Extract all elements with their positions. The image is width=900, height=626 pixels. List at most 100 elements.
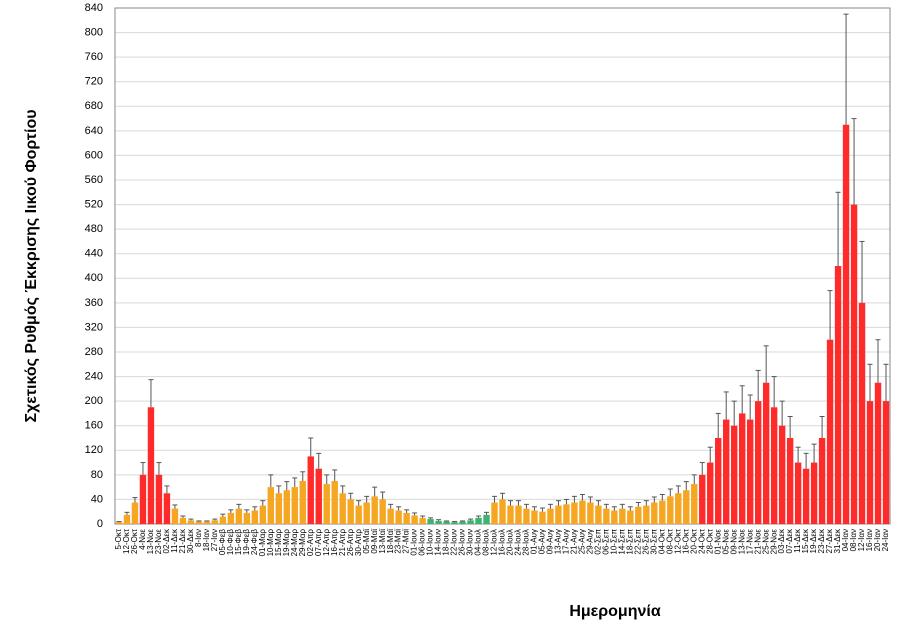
- bar: [858, 302, 866, 524]
- x-tick-label: 13-Νοε: [737, 529, 746, 555]
- x-tick-label: 26-Απρ: [346, 529, 355, 556]
- y-tick-label: 440: [85, 248, 103, 260]
- x-tick-label: 12-Οκτ: [122, 528, 131, 554]
- bar: [371, 496, 378, 524]
- x-tick-label: 01-Ιουν: [410, 529, 419, 556]
- x-tick-label: 12-Οκτ: [673, 528, 682, 554]
- bar: [491, 502, 498, 524]
- y-tick-label: 40: [91, 493, 103, 505]
- y-tick-label: 800: [85, 26, 103, 38]
- bar: [539, 511, 546, 524]
- x-tick-label: 16-Οκτ: [681, 528, 690, 554]
- x-tick-label: 16-Ιουλ: [498, 529, 507, 556]
- x-tick-label: 04-Ιουλ: [474, 529, 483, 556]
- bar: [227, 512, 235, 524]
- bar: [531, 510, 538, 524]
- x-tick-label: 08-Ιαν: [849, 529, 858, 551]
- x-tick-label: 12-Ιαν: [857, 529, 866, 551]
- x-tick-label: 31-Δεκ: [833, 528, 842, 553]
- y-tick-label: 280: [85, 346, 103, 358]
- bar: [786, 438, 794, 524]
- bar: [419, 517, 426, 524]
- x-tick-label: 02-Απρ: [306, 529, 315, 556]
- x-tick-label: 02-Σεπ: [593, 529, 602, 555]
- x-tick-label: 13-Μαϊ: [378, 529, 387, 554]
- bar: [347, 499, 354, 524]
- y-tick-label: 520: [85, 198, 103, 210]
- x-tick-label: 15-Φεβ: [234, 529, 243, 556]
- x-tick-label: 10-Φεβ: [226, 529, 235, 556]
- y-tick-label: 0: [97, 518, 103, 530]
- bar: [643, 505, 650, 524]
- x-tick-label: 14-Ιουν: [434, 529, 443, 556]
- bar: [507, 505, 514, 524]
- bar: [826, 339, 834, 524]
- bar: [483, 514, 490, 524]
- bar: [699, 474, 706, 524]
- y-tick-label: 360: [85, 297, 103, 309]
- bar: [746, 419, 754, 524]
- x-tick-label: 05-Αυγ: [538, 529, 547, 554]
- x-tick-label: 04-Ιαν: [841, 529, 850, 551]
- x-tick-label: 29-Αυγ: [585, 529, 594, 554]
- x-tick-label: 30-Ιουν: [466, 529, 475, 556]
- x-tick-label: 22-Σεπ: [633, 529, 642, 555]
- x-tick-label: 20-Οκτ: [689, 528, 698, 554]
- bar: [611, 510, 618, 524]
- x-tick-label: 24-Οκτ: [697, 528, 706, 554]
- x-tick-label: 12-Απρ: [322, 529, 331, 556]
- bar: [427, 519, 434, 524]
- y-tick-label: 200: [85, 395, 103, 407]
- y-tick-label: 480: [85, 223, 103, 235]
- bar: [123, 514, 131, 524]
- bar: [307, 456, 314, 524]
- x-tick-label: 18-Μαϊ: [386, 529, 395, 554]
- x-tick-label: 4-Νοε: [138, 529, 147, 550]
- x-tick-label: 09-Αυγ: [546, 529, 555, 554]
- bar: [115, 522, 123, 524]
- x-tick-label: 20-Ιαν: [873, 529, 882, 551]
- x-tick-label: 21-Νοε: [753, 529, 762, 555]
- x-tick-label: 06-Σεπ: [601, 529, 610, 555]
- x-tick-label: 8-Ιαν: [194, 529, 203, 547]
- bar: [211, 520, 219, 524]
- bar: [147, 407, 155, 524]
- y-tick-label: 160: [85, 420, 103, 432]
- y-tick-label: 320: [85, 321, 103, 333]
- bar: [651, 502, 658, 524]
- x-tick-label: 24-Φεβ: [250, 529, 259, 556]
- bar: [810, 462, 818, 524]
- x-tick-label: 08-Ιουλ: [482, 529, 491, 556]
- x-tick-label: 05-Φεβ: [218, 529, 227, 556]
- bar: [187, 520, 195, 524]
- bar: [275, 493, 282, 524]
- x-tick-label: 24-Ιαν: [881, 529, 890, 551]
- bar: [882, 401, 890, 524]
- bar: [842, 124, 850, 524]
- x-tick-label: 09-Νοε: [729, 529, 738, 555]
- x-tick-label: 01-Νοε: [713, 529, 722, 555]
- y-tick-label: 120: [85, 444, 103, 456]
- x-tick-label: 10-Μαρ: [266, 529, 275, 557]
- y-tick-label: 600: [85, 149, 103, 161]
- x-tick-label: 21-Απρ: [338, 529, 347, 556]
- x-tick-label: 26-Ιουν: [458, 529, 467, 556]
- bar: [283, 490, 290, 524]
- y-tick-label: 640: [85, 125, 103, 137]
- bar: [443, 521, 450, 524]
- bar: [251, 510, 259, 524]
- x-tick-label: 05-Μαϊ: [362, 529, 371, 554]
- bar: [411, 515, 418, 524]
- x-tick-label: 13-Αυγ: [554, 529, 563, 554]
- x-tick-label: 10-Ιουν: [426, 529, 435, 556]
- bar: [723, 419, 730, 524]
- x-tick-label: 21-Δεκ: [178, 528, 187, 553]
- x-tick-label: 28-Ιουλ: [522, 529, 531, 556]
- bar: [659, 500, 666, 524]
- bar: [403, 512, 410, 524]
- x-axis-title: Ημερομηνία: [569, 603, 661, 620]
- x-tick-label: 27-Δεκ: [825, 528, 834, 553]
- x-tick-label: 27-Μαϊ: [402, 529, 411, 554]
- bar: [219, 516, 227, 524]
